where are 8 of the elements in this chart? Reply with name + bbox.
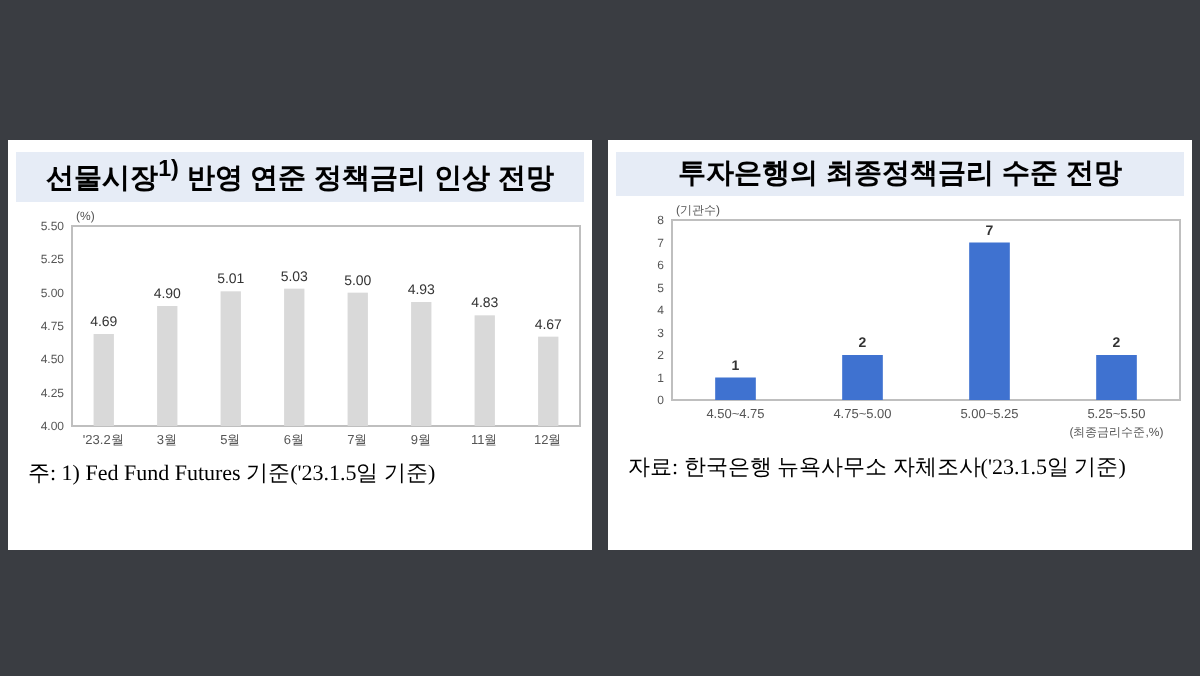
text: 주: 1) Fed Fund Futures 기준('23.1.5일 기준) [28,459,438,488]
chart-title: 투자은행의 최종정책금리 수준 전망 [616,152,1184,196]
bar [715,377,756,400]
bar [969,242,1010,400]
bar [1096,355,1137,400]
chart-title: 선물시장$^{1)}$ 반영 연준 정책금리 인상 전망 [16,152,584,202]
bar [842,355,883,400]
text: 자료: 한국은행 뉴욕사무소 자체조사('23.1.5일 기준) [628,454,1128,482]
